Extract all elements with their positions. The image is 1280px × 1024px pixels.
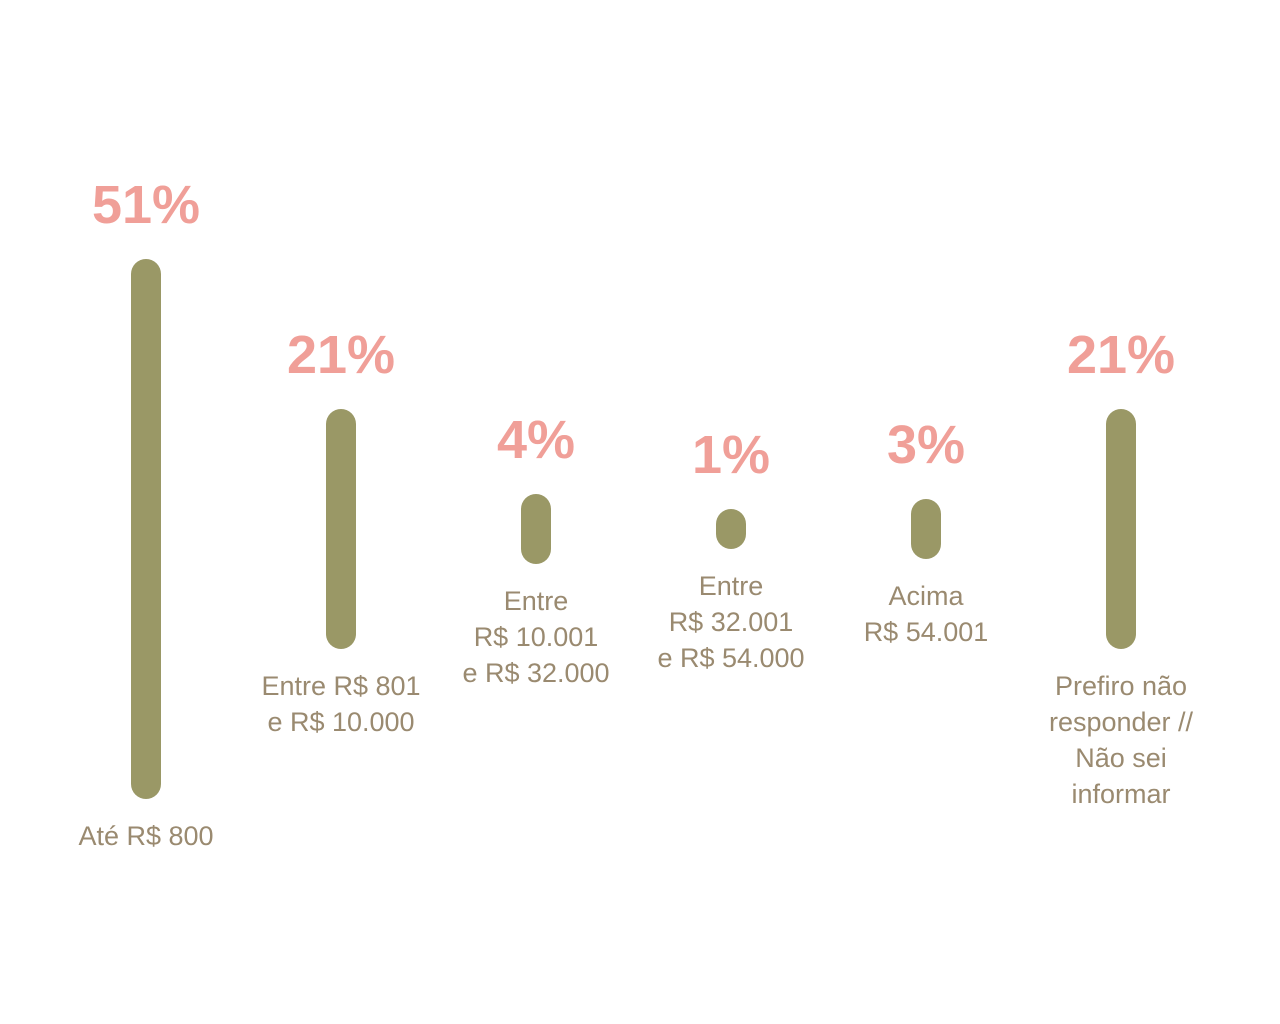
value-label: 51% (92, 175, 200, 235)
value-label: 3% (887, 415, 965, 475)
category-label: Até R$ 800 (78, 821, 213, 851)
category-label: Entre R$ 32.001 e R$ 54.000 (657, 571, 804, 673)
value-label: 21% (287, 325, 395, 385)
category-label: Acima R$ 54.001 (864, 581, 989, 647)
value-label: 1% (692, 425, 770, 485)
category-label: Prefiro não responder //Não sei informar (1049, 671, 1194, 809)
value-label: 21% (1067, 325, 1175, 385)
category-label: Entre R$ 801 e R$ 10.000 (261, 671, 420, 737)
category-label: Entre R$ 10.001 e R$ 32.000 (462, 586, 609, 688)
value-label: 4% (497, 410, 575, 470)
